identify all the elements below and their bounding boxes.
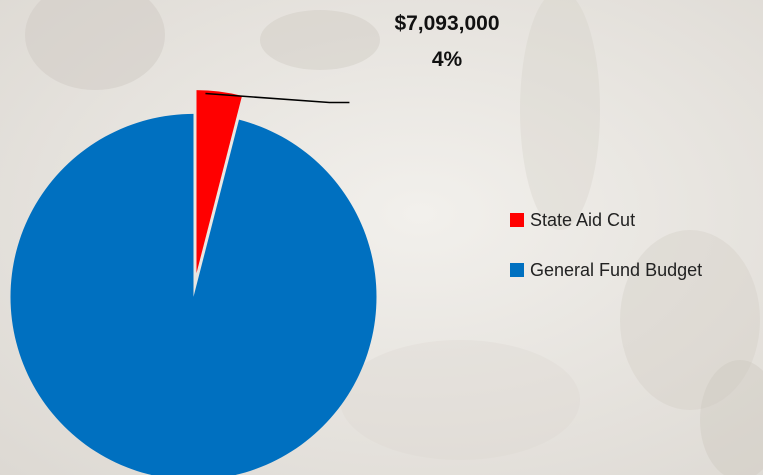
- legend-item-general-fund-budget: General Fund Budget: [510, 257, 760, 283]
- legend-item-state-aid-cut: State Aid Cut: [510, 207, 760, 233]
- data-label-value: $7,093,000: [394, 12, 500, 35]
- pie-slice-state-aid-cut: [196, 90, 243, 274]
- pie-slices: [10, 90, 377, 475]
- legend-label: State Aid Cut: [530, 209, 636, 230]
- legend-swatch-general-fund-budget: [510, 263, 524, 277]
- data-label-leader-line: [205, 92, 350, 104]
- legend: State Aid Cut General Fund Budget: [510, 207, 760, 307]
- pie-slice-general-fund-budget: [10, 113, 377, 475]
- legend-label: General Fund Budget: [530, 259, 703, 280]
- data-label-percent: 4%: [431, 48, 463, 71]
- legend-swatch-state-aid-cut: [510, 213, 524, 227]
